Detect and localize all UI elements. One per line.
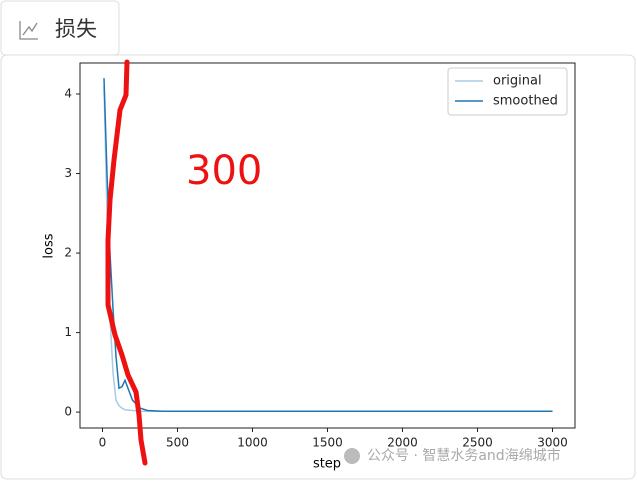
- x-tick-label: 2500: [462, 436, 493, 450]
- y-tick-label: 0: [64, 405, 72, 419]
- panel: [0, 54, 636, 480]
- legend-label: original: [493, 74, 542, 89]
- watermark: 公众号 · 智慧水务and海绵城市: [367, 447, 561, 464]
- x-tick-label: 1000: [237, 436, 268, 450]
- x-tick-label: 2000: [387, 436, 418, 450]
- annotation: 300: [186, 148, 262, 194]
- y-axis-label: loss: [42, 233, 57, 258]
- x-tick-label: 500: [166, 436, 189, 450]
- y-tick-label: 2: [64, 246, 72, 260]
- tab[interactable]: [0, 0, 120, 56]
- x-axis-label: step: [313, 457, 341, 472]
- tab-title[interactable]: 损失: [55, 17, 97, 41]
- y-tick-label: 1: [64, 325, 72, 339]
- red-scribble: [105, 59, 148, 466]
- x-tick-label: 3000: [537, 436, 568, 450]
- tab-icon: [19, 21, 38, 40]
- wechat-icon: [344, 448, 360, 464]
- legend: [447, 67, 568, 116]
- x-tick-label: 0: [99, 436, 107, 450]
- legend-label: smoothed: [493, 94, 558, 109]
- y-tick-label: 3: [64, 166, 72, 180]
- x-tick-label: 1500: [312, 436, 343, 450]
- y-tick-label: 4: [64, 87, 72, 101]
